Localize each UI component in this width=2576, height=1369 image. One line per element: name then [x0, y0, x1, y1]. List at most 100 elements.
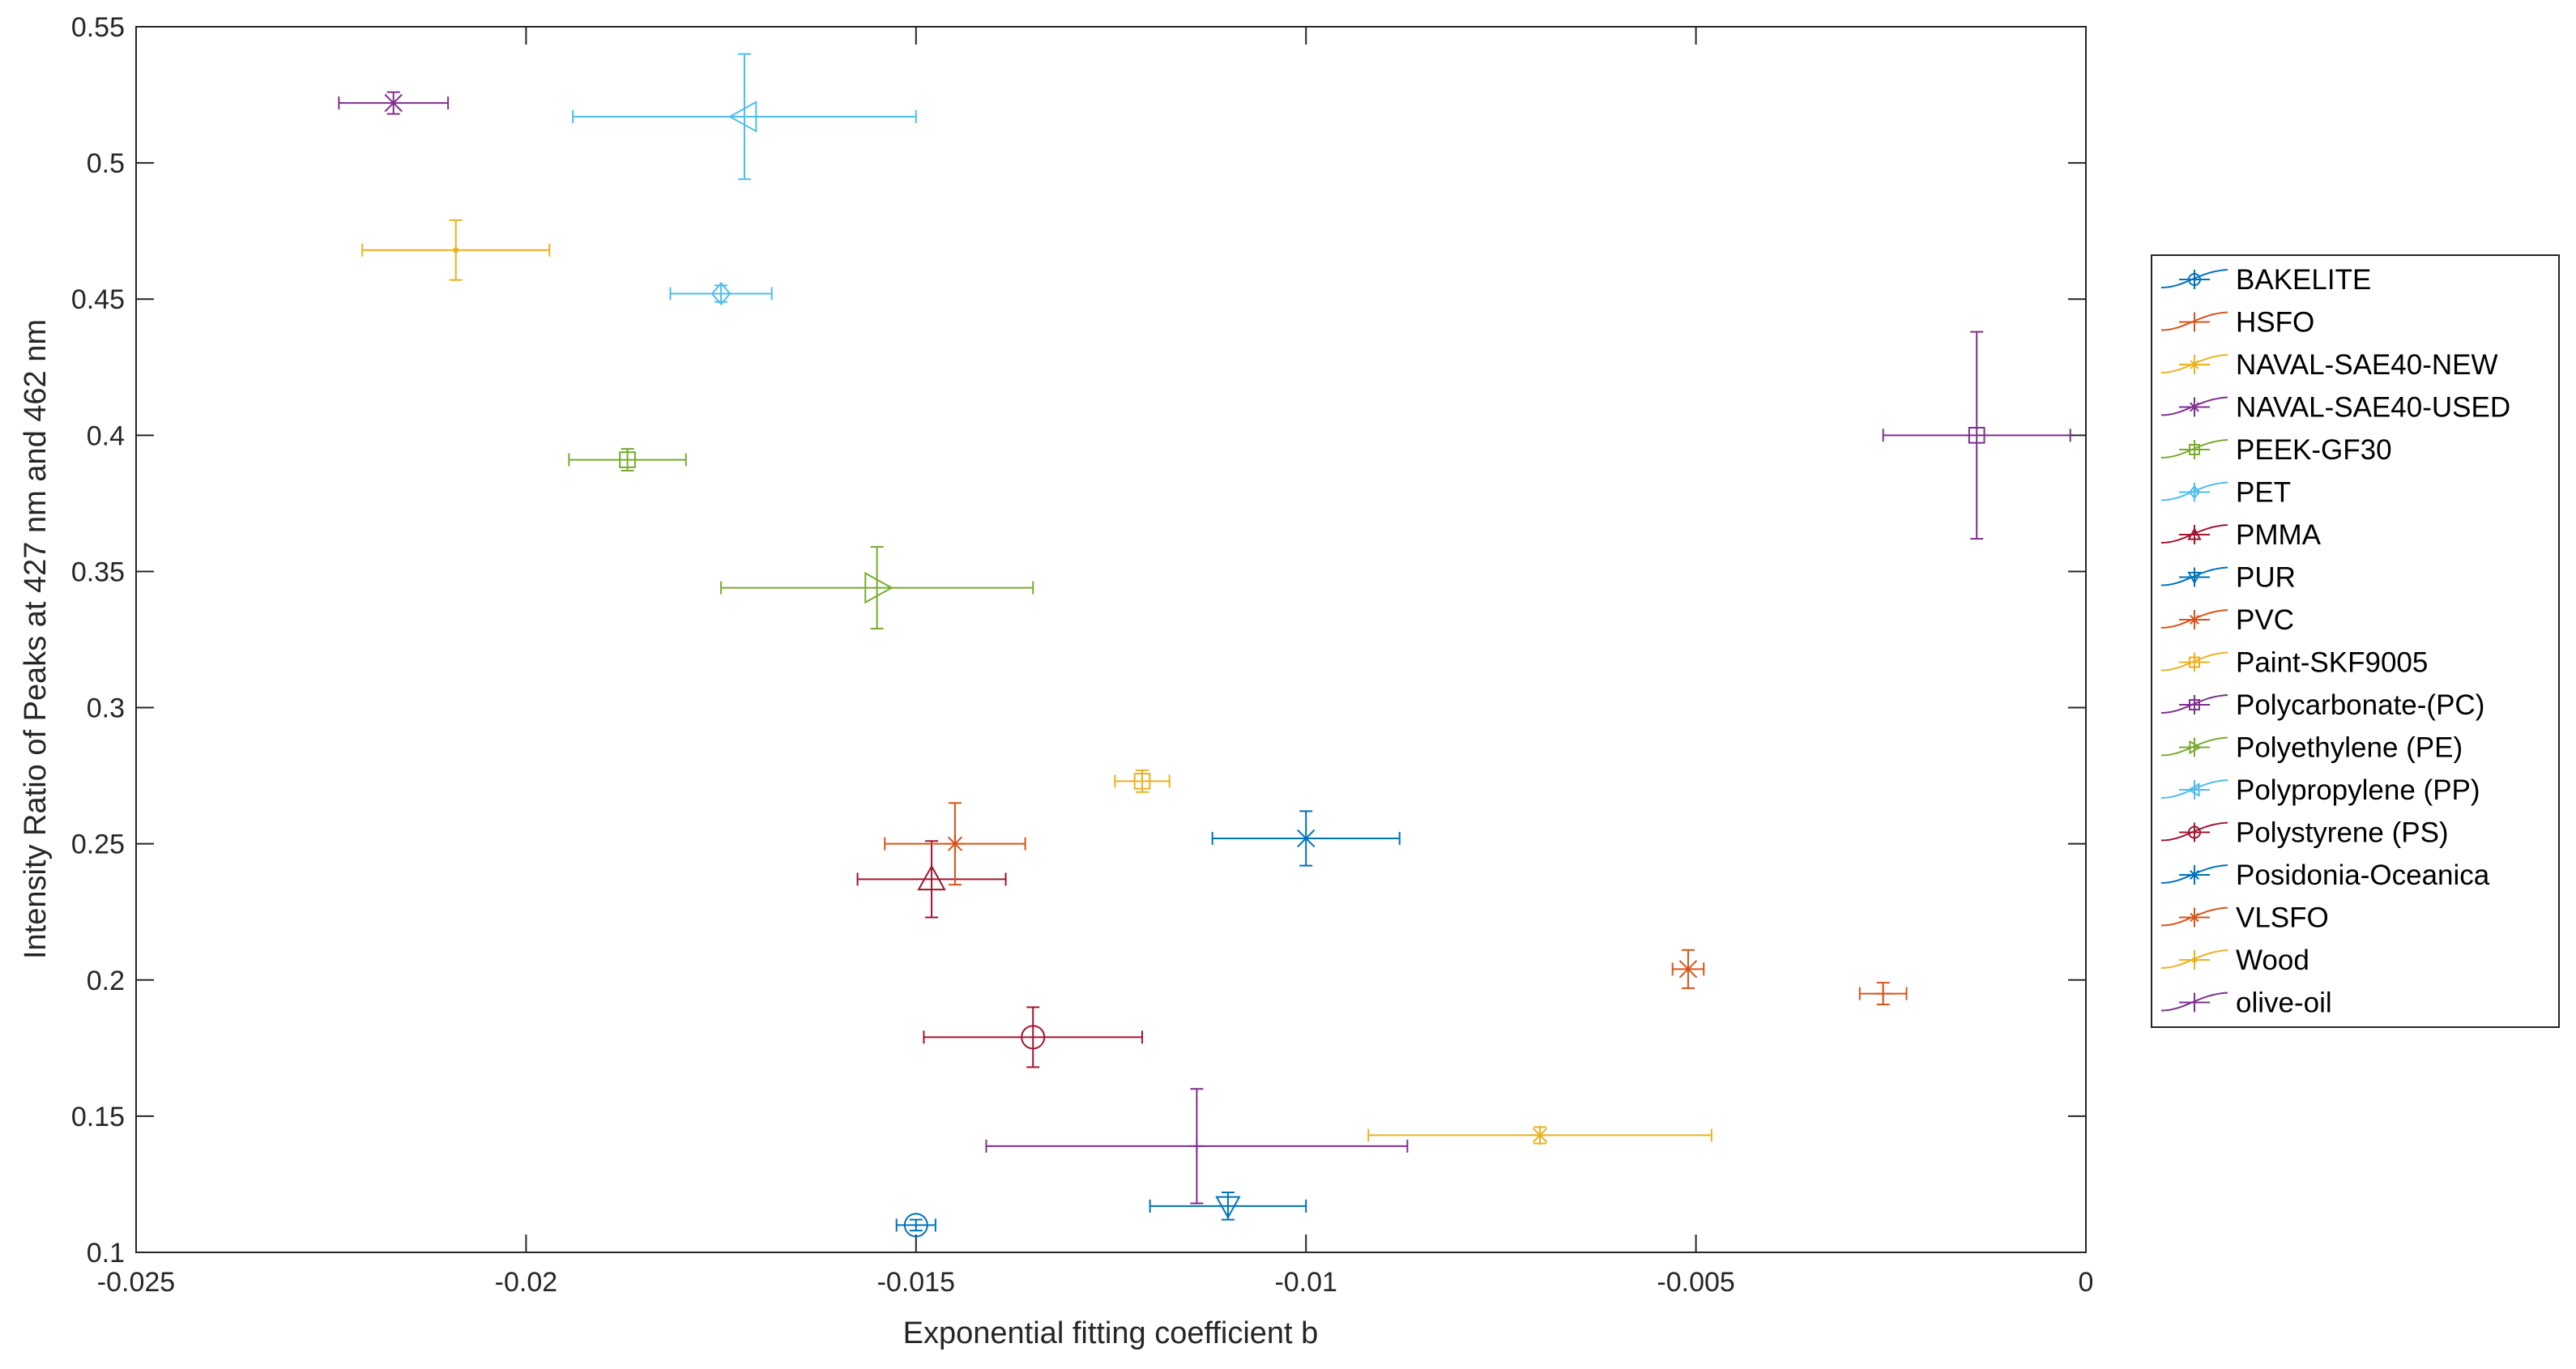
marker-circle	[2188, 273, 2201, 286]
series-point	[669, 281, 773, 306]
marker-triangle-up	[2187, 527, 2202, 540]
marker-x	[384, 93, 403, 113]
series-point	[895, 1213, 936, 1238]
legend-item: NAVAL-SAE40-NEW	[2160, 349, 2498, 381]
series-point	[1367, 1125, 1712, 1145]
legend-item: PMMA	[2160, 519, 2322, 551]
marker-square	[1133, 772, 1151, 790]
y-tick-label: 0.1	[87, 1238, 125, 1269]
marker-triangle-up	[917, 864, 946, 891]
legend-box	[2151, 254, 2560, 1028]
series-point	[572, 53, 917, 181]
series-point	[884, 802, 1026, 886]
marker-square	[2189, 444, 2200, 455]
legend-item: Wood	[2160, 945, 2309, 976]
legend-label: NAVAL-SAE40-NEW	[2236, 349, 2498, 381]
marker-diamond	[2188, 484, 2201, 500]
marker-dot	[453, 247, 459, 254]
plot-area-frame	[135, 26, 2087, 1253]
legend-label: Posidonia-Oceanica	[2236, 859, 2490, 891]
series-point	[720, 546, 1034, 630]
marker-circle	[2188, 825, 2201, 839]
marker-dot	[2191, 957, 2198, 963]
y-tick-label: 0.5	[87, 148, 125, 179]
x-tick-label: -0.025	[97, 1267, 175, 1298]
legend-item: Polypropylene (PP)	[2160, 774, 2480, 806]
marker-triangle-down	[1215, 1196, 1241, 1219]
series-point	[1114, 769, 1171, 793]
marker-plus	[1188, 1137, 1205, 1154]
legend-item: Paint-SKF9005	[2160, 647, 2428, 679]
marker-square	[619, 451, 636, 468]
x-tick-label: -0.01	[1274, 1267, 1337, 1298]
series-point	[1858, 982, 1908, 1006]
legend-label: Wood	[2236, 945, 2309, 976]
legend-label: Polypropylene (PP)	[2236, 774, 2480, 806]
series-point	[1882, 331, 2071, 540]
x-tick-label: -0.015	[877, 1267, 955, 1298]
axis-ticks: -0.025 -0.02 -0.015 -0.01 -0.005 0 0.1 0.15 0.2 0…	[71, 12, 2094, 1298]
y-tick-label: 0.2	[87, 966, 125, 996]
legend-item: PUR	[2160, 562, 2296, 594]
series-point	[1211, 810, 1401, 867]
legend-item: Posidonia-Oceanica	[2160, 859, 2490, 891]
legend-item: Polystyrene (PS)	[2160, 817, 2449, 849]
x-axis-title: Exponential fitting coefficient b	[903, 1316, 1319, 1350]
legend-item: Polycarbonate-(PC)	[2160, 689, 2484, 721]
marker-star	[2189, 911, 2200, 923]
legend-label: PEEK-GF30	[2236, 434, 2392, 466]
series-point	[856, 840, 1007, 919]
marker-square	[2189, 656, 2200, 668]
marker-star	[1530, 1125, 1550, 1145]
legend-item: Polyethylene (PE)	[2160, 732, 2463, 764]
marker-x	[1678, 960, 1698, 979]
marker-x	[2190, 615, 2199, 625]
marker-plus	[2189, 316, 2200, 328]
x-tick-label: -0.005	[1657, 1267, 1734, 1298]
marker-triangle-left	[2186, 783, 2200, 797]
legend-item: PEEK-GF30	[2160, 434, 2392, 466]
marker-circle	[1021, 1025, 1046, 1050]
legend-label: PET	[2236, 477, 2291, 509]
legend-item: PET	[2160, 477, 2291, 509]
y-tick-label: 0.3	[87, 693, 125, 724]
legend-item: HSFO	[2160, 307, 2314, 339]
marker-plus	[2189, 996, 2200, 1009]
marker-plus	[1874, 985, 1891, 1002]
series-point	[361, 219, 551, 281]
series-point	[985, 1088, 1409, 1205]
y-tick-label: 0.35	[71, 557, 125, 587]
y-tick-label: 0.4	[87, 420, 125, 451]
legend-item: VLSFO	[2160, 902, 2329, 934]
legend-label: HSFO	[2236, 307, 2314, 339]
marker-star	[945, 834, 965, 854]
legend-label: olive-oil	[2236, 987, 2332, 1019]
legend-item: olive-oil	[2160, 987, 2332, 1019]
legend-label: Polyethylene (PE)	[2236, 732, 2463, 764]
marker-triangle-right	[864, 571, 893, 604]
legend-label: PVC	[2236, 604, 2294, 636]
legend-label: Paint-SKF9005	[2236, 647, 2428, 679]
marker-triangle-right	[2189, 740, 2203, 755]
data-series-layer	[338, 53, 2071, 1238]
marker-circle	[903, 1213, 928, 1238]
y-tick-label: 0.25	[71, 830, 125, 860]
y-axis-title: Intensity Ratio of Peaks at 427 nm and 4…	[19, 319, 53, 959]
legend-label: PMMA	[2236, 519, 2322, 551]
series-point	[923, 1006, 1144, 1068]
marker-triangle-down	[2187, 571, 2202, 585]
marker-square	[1968, 426, 1985, 444]
y-tick-label: 0.15	[71, 1102, 125, 1132]
series-point	[338, 91, 450, 115]
legend-label: VLSFO	[2236, 902, 2329, 934]
legend-label: PUR	[2236, 562, 2296, 594]
series-point	[1149, 1192, 1307, 1221]
series-point	[568, 448, 687, 472]
legend-label: NAVAL-SAE40-USED	[2236, 392, 2510, 424]
legend-label: Polystyrene (PS)	[2236, 817, 2449, 849]
legend-item: PVC	[2160, 604, 2294, 636]
legend-item: NAVAL-SAE40-USED	[2160, 392, 2510, 424]
x-tick-label: -0.02	[495, 1267, 558, 1298]
legend-item: BAKELITE	[2160, 264, 2371, 296]
